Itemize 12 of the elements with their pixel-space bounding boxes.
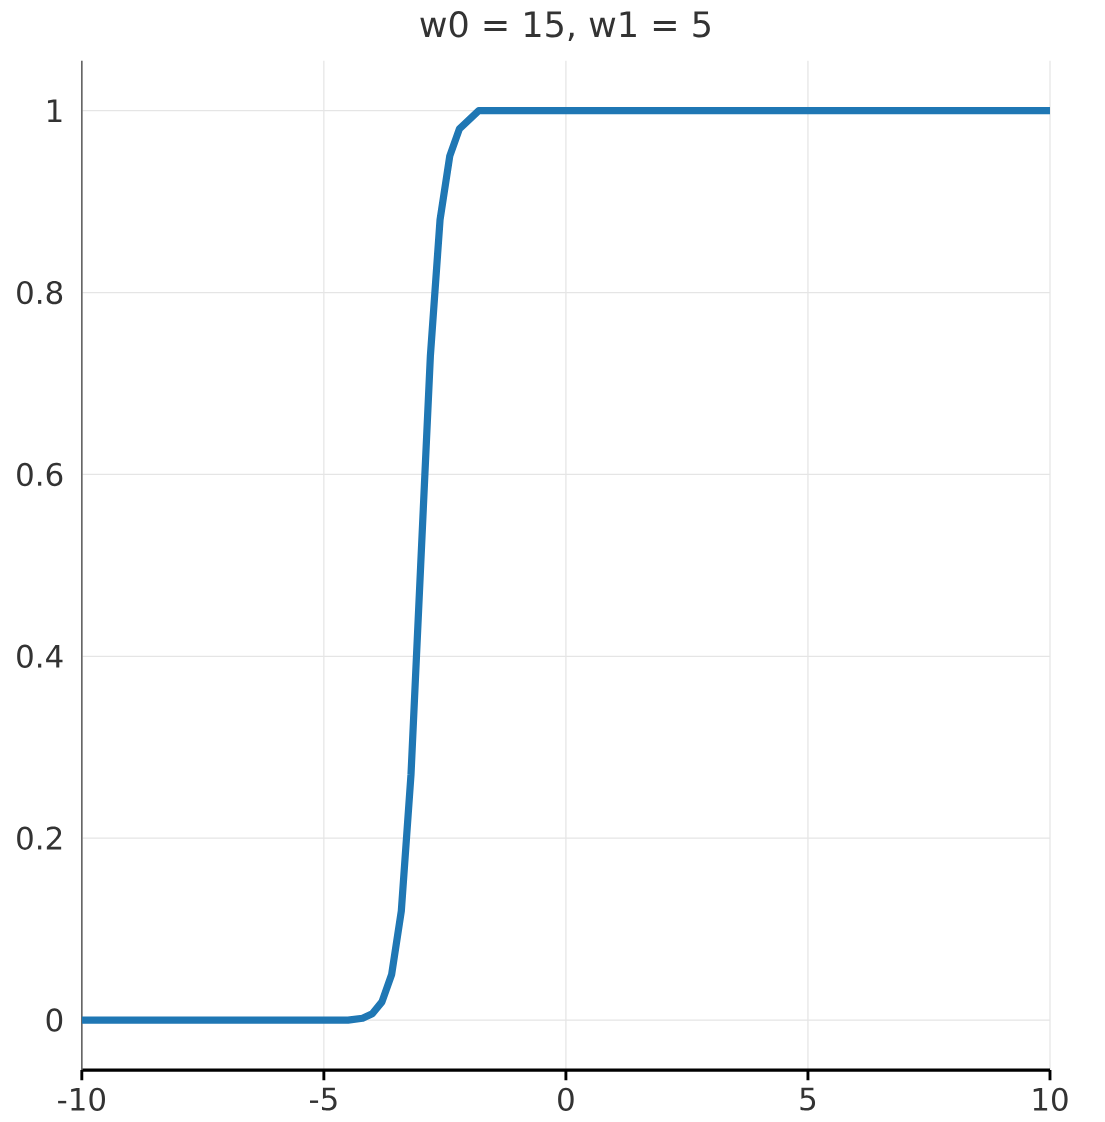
- x-tick-label: 0: [557, 1087, 574, 1112]
- x-tick-label: 10: [1033, 1087, 1068, 1112]
- x-tick-label: -5: [309, 1087, 337, 1111]
- y-tick-label: 0.2: [16, 826, 61, 850]
- y-tick-label: 0.6: [16, 462, 63, 487]
- x-tick-label: -10: [57, 1087, 105, 1112]
- y-tick-label: 0.4: [16, 644, 63, 669]
- y-tick-label: 0.8: [16, 280, 62, 305]
- chart-title: w0 = 15, w1 = 5: [420, 10, 710, 42]
- y-tick-label: 1: [47, 99, 62, 122]
- y-tick-label: 0: [46, 1008, 63, 1032]
- x-tick-label: 5: [800, 1087, 815, 1111]
